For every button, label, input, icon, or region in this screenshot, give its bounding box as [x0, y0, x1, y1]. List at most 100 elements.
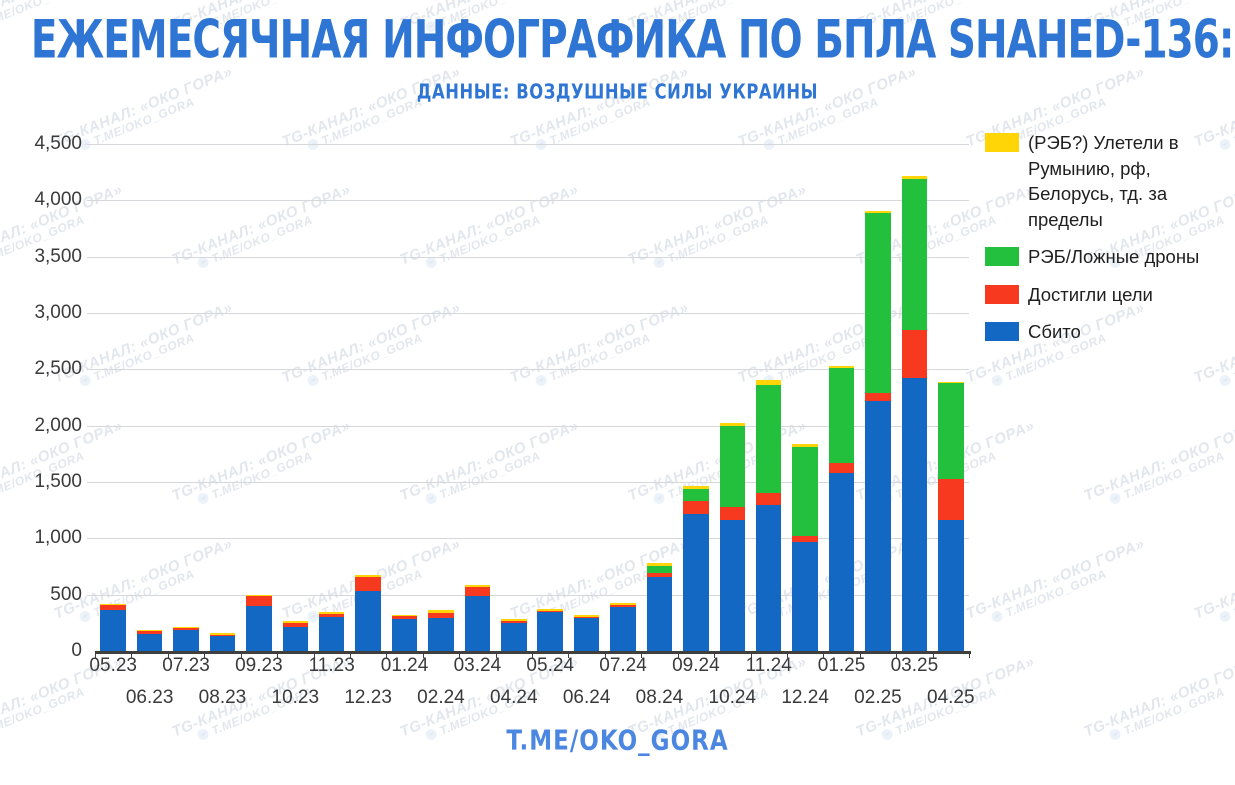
bar-segment-сбито — [428, 618, 454, 651]
bar-column[interactable] — [683, 485, 709, 651]
footer: T.ME/OKO_GORA — [0, 725, 1235, 757]
x-tick-label: 09.23 — [235, 655, 283, 676]
y-tick-mark — [87, 369, 95, 371]
bar-segment-достигли-цели — [573, 616, 600, 619]
y-tick-label: 500 — [50, 583, 82, 605]
legend-swatch-icon — [985, 284, 1019, 304]
bar-column[interactable] — [391, 614, 418, 651]
bar-column[interactable] — [537, 609, 563, 651]
x-tick-label: 11.23 — [308, 655, 355, 676]
bar-segment--рэб-улетели-в-румынию-рф-белорусь-тд-за-пределы — [938, 381, 964, 383]
chart-legend: (РЭБ?) Улетели в Румынию, рф, Белорусь, … — [985, 130, 1235, 357]
bar-segment-рэб-ложные-дроны — [901, 178, 928, 330]
bar-segment-рэб-ложные-дроны — [865, 212, 891, 394]
bar-segment--рэб-улетели-в-румынию-рф-белорусь-тд-за-пределы — [683, 485, 709, 489]
bar-segment-достигли-цели — [828, 462, 855, 473]
bar-column[interactable] — [828, 366, 855, 651]
legend-item[interactable]: РЭБ/Ложные дроны — [985, 244, 1235, 270]
x-tick-label: 10.23 — [271, 687, 320, 708]
bar-column[interactable] — [246, 595, 272, 651]
x-tick-label: 03.24 — [453, 655, 502, 676]
x-tick-mark — [969, 651, 970, 658]
bar-column[interactable] — [501, 619, 527, 651]
bar-segment-сбито — [209, 635, 236, 651]
bar-column[interactable] — [938, 381, 964, 651]
x-tick-label: 05.23 — [89, 655, 137, 676]
bar-column[interactable] — [865, 210, 891, 651]
bar-column[interactable] — [318, 612, 345, 651]
bar-column[interactable] — [573, 614, 600, 651]
bar-column[interactable] — [173, 626, 199, 651]
bar-column[interactable] — [282, 620, 309, 651]
y-tick-mark — [87, 425, 95, 427]
bar-segment-сбито — [938, 520, 964, 651]
footer-channel-link[interactable]: T.ME/OKO_GORA — [506, 725, 729, 757]
gridlines — [87, 130, 1235, 660]
x-tick-mark — [641, 651, 643, 658]
bar-column[interactable] — [209, 632, 236, 651]
bar-column[interactable] — [464, 585, 491, 651]
x-tick-label: 07.23 — [162, 655, 210, 676]
gridline — [95, 369, 969, 371]
bar-segment-достигли-цели — [318, 613, 345, 618]
x-tick-label: 08.24 — [635, 687, 684, 708]
bar-segment--рэб-улетели-в-румынию-рф-белорусь-тд-за-пределы — [646, 563, 673, 566]
bar-segment-сбито — [318, 617, 345, 651]
bar-segment-достигли-цели — [683, 501, 709, 514]
y-tick-mark — [87, 256, 95, 258]
bar-segment-достигли-цели — [428, 612, 454, 619]
bar-column[interactable] — [136, 629, 163, 651]
bar-segment-сбито — [501, 622, 527, 651]
bar-segment-достигли-цели — [136, 630, 163, 634]
bar-segment--рэб-улетели-в-румынию-рф-белорусь-тд-за-пределы — [391, 614, 418, 617]
x-tick-label: 06.23 — [125, 687, 174, 708]
legend-item[interactable]: (РЭБ?) Улетели в Румынию, рф, Белорусь, … — [985, 130, 1235, 232]
legend-item[interactable]: Достигли цели — [985, 282, 1235, 308]
x-tick-mark — [714, 651, 716, 658]
bar-segment-достигли-цели — [755, 492, 782, 505]
bar-segment--рэб-улетели-в-румынию-рф-белорусь-тд-за-пределы — [719, 423, 746, 427]
bar-column[interactable] — [428, 610, 454, 651]
bar-segment-сбито — [173, 629, 199, 651]
x-tick-label: 07.24 — [599, 655, 647, 676]
y-tick-mark — [87, 313, 95, 314]
x-tick-label: 12.23 — [344, 687, 392, 708]
bar-column[interactable] — [755, 380, 782, 651]
bar-segment-достигли-цели — [391, 616, 418, 619]
bar-segment-сбито — [719, 520, 746, 651]
bar-column[interactable] — [901, 175, 928, 651]
bar-segment-сбито — [646, 576, 673, 651]
bar-column[interactable] — [792, 443, 818, 651]
x-tick-mark — [386, 651, 388, 658]
bar-segment-сбито — [355, 591, 381, 651]
bar-segment--рэб-улетели-в-румынию-рф-белорусь-тд-за-пределы — [610, 602, 636, 605]
y-tick-label: 4,000 — [34, 189, 82, 211]
bar-column[interactable] — [355, 574, 381, 651]
bar-segment-достигли-цели — [501, 621, 527, 623]
bar-segment--рэб-улетели-в-румынию-рф-белорусь-тд-за-пределы — [355, 574, 381, 578]
bar-column[interactable] — [100, 604, 126, 651]
bar-segment-рэб-ложные-дроны — [792, 446, 818, 536]
bar-segment-достигли-цели — [646, 572, 673, 577]
legend-item[interactable]: Сбито — [985, 319, 1235, 345]
bar-segment-достигли-цели — [100, 605, 126, 611]
bar-segment-сбито — [683, 513, 709, 651]
bar-segment--рэб-улетели-в-румынию-рф-белорусь-тд-за-пределы — [173, 626, 199, 628]
x-tick-mark — [422, 651, 424, 658]
bar-segment--рэб-улетели-в-румынию-рф-белорусь-тд-за-пределы — [318, 612, 345, 614]
x-tick-mark — [313, 651, 315, 658]
bar-column[interactable] — [646, 563, 673, 651]
legend-swatch-icon — [985, 322, 1019, 342]
bar-segment-достигли-цели — [792, 535, 818, 543]
bar-segment-рэб-ложные-дроны — [755, 384, 782, 493]
y-tick-label: 2,500 — [34, 358, 82, 380]
bar-column[interactable] — [719, 423, 746, 651]
x-tick-label: 01.25 — [817, 655, 866, 676]
y-tick-label: 4,500 — [34, 133, 82, 154]
gridline — [95, 144, 969, 145]
y-tick-label: 0 — [71, 640, 82, 661]
x-tick-label: 01.24 — [380, 655, 429, 676]
bar-column[interactable] — [610, 602, 636, 651]
bar-segment-достигли-цели — [901, 329, 928, 379]
bar-segment-сбито — [282, 626, 309, 651]
